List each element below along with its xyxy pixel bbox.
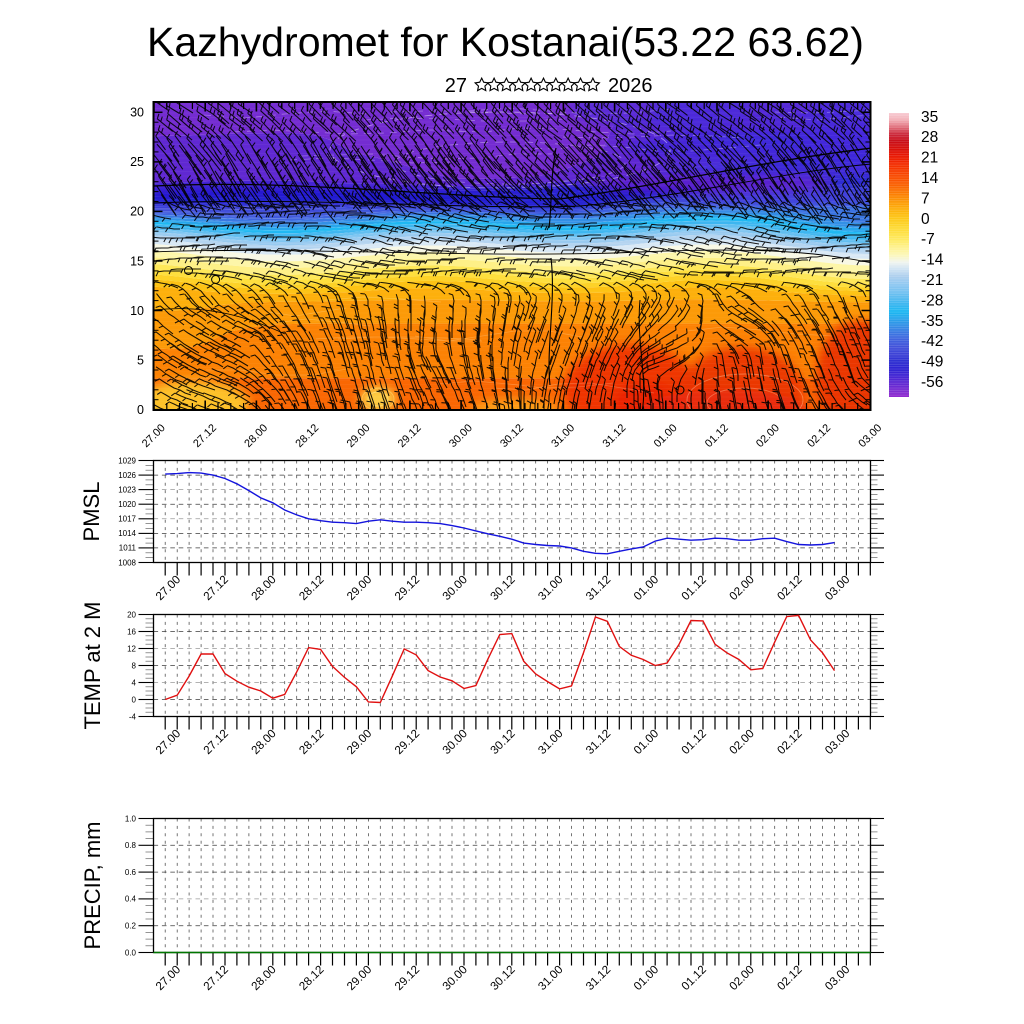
svg-text:1011: 1011	[119, 544, 137, 553]
svg-text:-56: -56	[921, 374, 943, 391]
svg-text:PRECIP, mm: PRECIP, mm	[80, 822, 105, 950]
svg-text:1029: 1029	[118, 456, 136, 465]
svg-text:0.4: 0.4	[125, 895, 137, 904]
svg-text:0.8: 0.8	[125, 841, 137, 850]
svg-text:0.2: 0.2	[125, 922, 137, 931]
svg-text:TEMP at 2 M: TEMP at 2 M	[80, 602, 105, 730]
svg-text:0: 0	[137, 403, 144, 417]
svg-text:1023: 1023	[118, 485, 136, 494]
svg-text:28: 28	[921, 129, 938, 146]
svg-text:8: 8	[132, 661, 137, 670]
svg-text:-14: -14	[921, 252, 944, 269]
svg-text:16: 16	[127, 627, 136, 636]
svg-text:-49: -49	[921, 354, 943, 371]
svg-text:1017: 1017	[118, 515, 136, 524]
svg-text:1.0: 1.0	[125, 814, 137, 823]
svg-text:1020: 1020	[118, 500, 136, 509]
svg-text:-35: -35	[921, 313, 943, 330]
svg-text:2026: 2026	[608, 75, 653, 97]
svg-text:20: 20	[127, 610, 136, 619]
svg-text:Kazhydromet for Kostanai(53.22: Kazhydromet for Kostanai(53.22 63.62)	[147, 19, 864, 65]
svg-text:0: 0	[921, 211, 930, 228]
svg-text:27: 27	[445, 75, 467, 97]
svg-text:-21: -21	[921, 272, 943, 289]
svg-text:1008: 1008	[118, 558, 136, 567]
svg-text:0: 0	[132, 695, 137, 704]
svg-text:7: 7	[921, 190, 930, 207]
svg-text:25: 25	[130, 155, 144, 169]
svg-text:0.0: 0.0	[125, 948, 137, 957]
svg-text:4: 4	[132, 678, 137, 687]
svg-text:-42: -42	[921, 333, 943, 350]
svg-text:15: 15	[130, 254, 144, 268]
svg-text:10: 10	[130, 304, 144, 318]
svg-text:30: 30	[130, 106, 144, 120]
svg-text:-4: -4	[129, 712, 137, 721]
svg-text:21: 21	[921, 150, 938, 167]
svg-text:-28: -28	[921, 292, 943, 309]
svg-text:0.6: 0.6	[125, 868, 137, 877]
svg-text:20: 20	[130, 205, 144, 219]
svg-text:1014: 1014	[118, 529, 136, 538]
svg-text:-7: -7	[921, 231, 935, 248]
svg-text:35: 35	[921, 109, 938, 126]
svg-text:PMSL: PMSL	[79, 482, 104, 542]
svg-text:12: 12	[127, 644, 136, 653]
svg-text:5: 5	[137, 353, 144, 367]
svg-text:1026: 1026	[118, 471, 136, 480]
svg-text:14: 14	[921, 170, 939, 187]
